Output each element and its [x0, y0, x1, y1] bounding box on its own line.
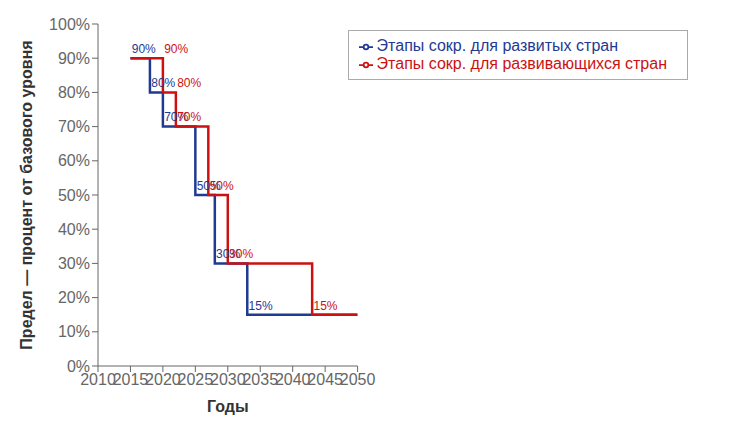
svg-text:2030: 2030: [210, 371, 246, 388]
svg-text:15%: 15%: [249, 299, 273, 313]
html-text:Этапы сокр. для развитых стран: Этапы сокр. для развитых стран: [376, 37, 618, 54]
svg-text:70%: 70%: [177, 110, 201, 124]
svg-text:2015: 2015: [113, 371, 149, 388]
svg-text:40%: 40%: [58, 221, 90, 238]
svg-text:0%: 0%: [67, 358, 90, 375]
svg-text:30%: 30%: [229, 247, 253, 261]
svg-text:Годы: Годы: [207, 398, 249, 415]
svg-text:20%: 20%: [58, 289, 90, 306]
svg-text:50%: 50%: [58, 187, 90, 204]
svg-text:2050: 2050: [340, 371, 376, 388]
svg-text:90%: 90%: [58, 50, 90, 67]
svg-text:70%: 70%: [58, 118, 90, 135]
svg-text:2035: 2035: [242, 371, 278, 388]
svg-text:80%: 80%: [151, 76, 175, 90]
svg-text:2025: 2025: [178, 371, 214, 388]
svg-text:15%: 15%: [313, 299, 337, 313]
html-text:Этапы сокр. для развивающихся: Этапы сокр. для развивающихся стран: [376, 55, 667, 72]
svg-text:2045: 2045: [307, 371, 343, 388]
svg-text:80%: 80%: [177, 76, 201, 90]
svg-text:10%: 10%: [58, 323, 90, 340]
svg-text:2040: 2040: [275, 371, 311, 388]
svg-text:100%: 100%: [49, 16, 90, 33]
svg-text:90%: 90%: [132, 42, 156, 56]
svg-text:2020: 2020: [145, 371, 181, 388]
svg-text:90%: 90%: [164, 42, 188, 56]
svg-text:30%: 30%: [58, 255, 90, 272]
svg-text:Предел — процент от базового у: Предел — процент от базового уровня: [18, 40, 35, 349]
svg-text:2010: 2010: [80, 371, 116, 389]
svg-text:80%: 80%: [58, 84, 90, 101]
svg-text:60%: 60%: [58, 152, 90, 169]
svg-text:50%: 50%: [210, 179, 234, 193]
